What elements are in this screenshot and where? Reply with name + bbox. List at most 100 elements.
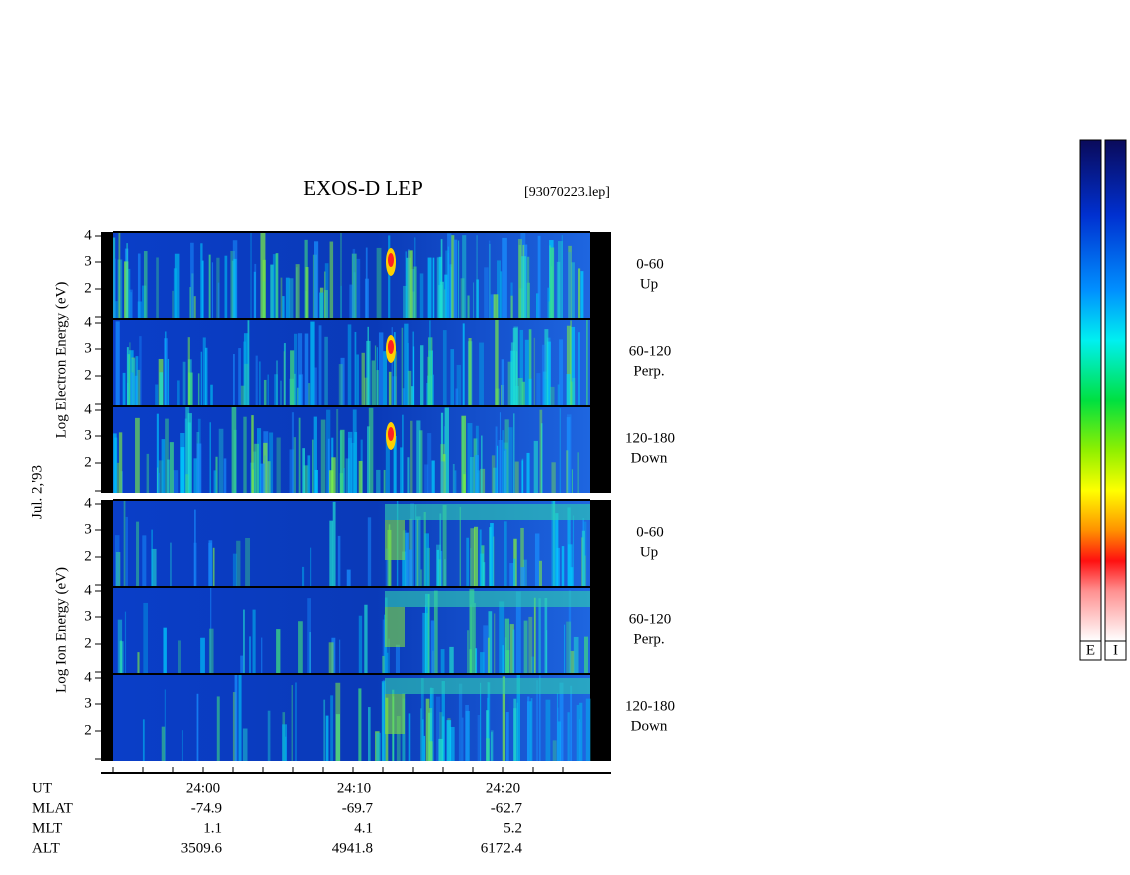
spectrogram-streak xyxy=(509,624,514,674)
spectrogram-streak xyxy=(212,547,215,587)
spectrogram-streak xyxy=(294,373,296,406)
spectrogram-streak xyxy=(502,676,506,761)
spectrogram-streak xyxy=(264,455,266,493)
spectrogram-streak xyxy=(340,285,342,319)
spectrogram-streak xyxy=(570,650,575,674)
spectrogram-streak xyxy=(544,598,548,674)
spectrogram-streak xyxy=(396,716,401,761)
spectrogram-streak xyxy=(566,325,572,406)
spectrogram-streak xyxy=(428,320,431,406)
y-tick-label: 4 xyxy=(84,582,92,598)
spectrogram-streak xyxy=(146,453,150,493)
spectrogram-streak xyxy=(465,704,469,761)
spectrogram-streak xyxy=(493,467,497,493)
row-value: 3509.6 xyxy=(181,840,223,856)
spectrogram-streak xyxy=(358,688,362,761)
spectrogram-streak xyxy=(115,551,121,587)
spectrogram-streak xyxy=(578,332,580,406)
spectrogram-streak xyxy=(136,521,140,587)
spectrogram-streak xyxy=(358,460,363,493)
spectrogram-streak xyxy=(526,256,530,319)
spectrogram-streak xyxy=(182,361,186,406)
spectrogram-streak xyxy=(331,457,336,493)
spectrogram-streak xyxy=(474,526,479,587)
spectrogram-streak xyxy=(521,256,527,319)
spectrogram-streak xyxy=(415,516,421,587)
row-label: UT xyxy=(32,780,52,796)
spectrogram-streak xyxy=(282,296,285,319)
spectrogram-streak xyxy=(351,253,357,319)
spectrogram-band xyxy=(385,520,405,560)
spectrogram-streak xyxy=(123,500,126,587)
spectrogram-streak xyxy=(243,609,245,674)
spectrogram-streak xyxy=(276,437,281,493)
direction-label: Perp. xyxy=(633,363,664,379)
spectrogram-streak xyxy=(356,258,361,319)
spectrogram-streak xyxy=(267,374,269,406)
spectrogram-streak xyxy=(340,357,345,406)
spectrogram-streak xyxy=(276,360,278,406)
spectrogram-streak xyxy=(142,719,145,761)
spectrogram-streak xyxy=(488,682,491,761)
spectrogram-streak xyxy=(491,455,496,493)
spectrogram-streak xyxy=(393,332,396,406)
spectrogram-streak xyxy=(470,548,472,587)
spectrogram-streak xyxy=(488,611,493,674)
y-tick-label: 4 xyxy=(84,227,92,243)
spectrogram-streak xyxy=(242,728,248,761)
spectrogram-streak xyxy=(507,361,513,406)
row-value: 24:00 xyxy=(186,780,220,796)
spectrogram-streak xyxy=(454,470,457,493)
row-value: -74.9 xyxy=(191,800,222,816)
spectrogram-streak xyxy=(458,683,463,761)
spectrogram-streak xyxy=(210,384,213,406)
spectrogram-streak xyxy=(495,319,499,406)
spectrogram-streak xyxy=(126,243,128,319)
spectrogram-streak xyxy=(571,469,573,493)
spectrogram-streak xyxy=(280,380,282,406)
spectrogram-streak xyxy=(538,598,541,674)
spectrogram-streak xyxy=(233,258,237,319)
spectrogram-streak xyxy=(382,682,384,761)
spectrogram xyxy=(113,232,590,319)
y-label: Log Electron Energy (eV) xyxy=(53,282,69,439)
spectrogram-streak xyxy=(430,620,435,674)
spectrogram-streak xyxy=(115,321,120,406)
spectrogram-streak xyxy=(231,406,237,493)
spectrogram-streak xyxy=(172,290,174,319)
spectrogram-streak xyxy=(371,360,375,406)
row-value: 1.1 xyxy=(203,820,222,836)
spectrogram-streak xyxy=(442,454,446,493)
spectrogram-streak xyxy=(332,501,336,587)
row-value: 24:10 xyxy=(337,780,371,796)
spectrogram-streak xyxy=(425,698,430,761)
row-label: ALT xyxy=(32,840,60,856)
spectrogram-streak xyxy=(551,500,555,587)
spectrogram-streak xyxy=(427,356,431,406)
spectrogram-streak xyxy=(480,553,485,587)
spectrogram-streak xyxy=(143,602,149,674)
date: Jul. 2,'93 xyxy=(29,465,45,519)
spectrogram-streak xyxy=(307,455,311,493)
spectrogram-streak xyxy=(337,535,341,587)
spectrogram-streak xyxy=(402,388,405,406)
spectrogram-streak xyxy=(557,707,559,761)
spectrogram-streak xyxy=(240,655,244,674)
spectrogram-streak xyxy=(488,240,491,319)
spectrogram-streak xyxy=(158,472,160,493)
spectrogram-streak xyxy=(512,629,515,674)
angle-label: 60-120 xyxy=(629,343,672,359)
spectrogram-streak xyxy=(280,277,283,319)
spectrogram-streak xyxy=(453,239,458,319)
spectrogram-streak xyxy=(283,351,285,406)
spectrogram-streak xyxy=(490,294,496,319)
spectrogram-streak xyxy=(209,422,211,493)
spectrogram-streak xyxy=(165,418,169,493)
spectrogram-streak xyxy=(419,273,424,319)
spectrogram-streak xyxy=(520,527,524,587)
spectrogram-streak xyxy=(501,359,505,406)
spectrogram-streak xyxy=(173,470,179,493)
spectrogram-streak xyxy=(251,415,254,493)
y-tick-label: 3 xyxy=(84,608,92,624)
spectrogram-streak xyxy=(570,326,576,406)
